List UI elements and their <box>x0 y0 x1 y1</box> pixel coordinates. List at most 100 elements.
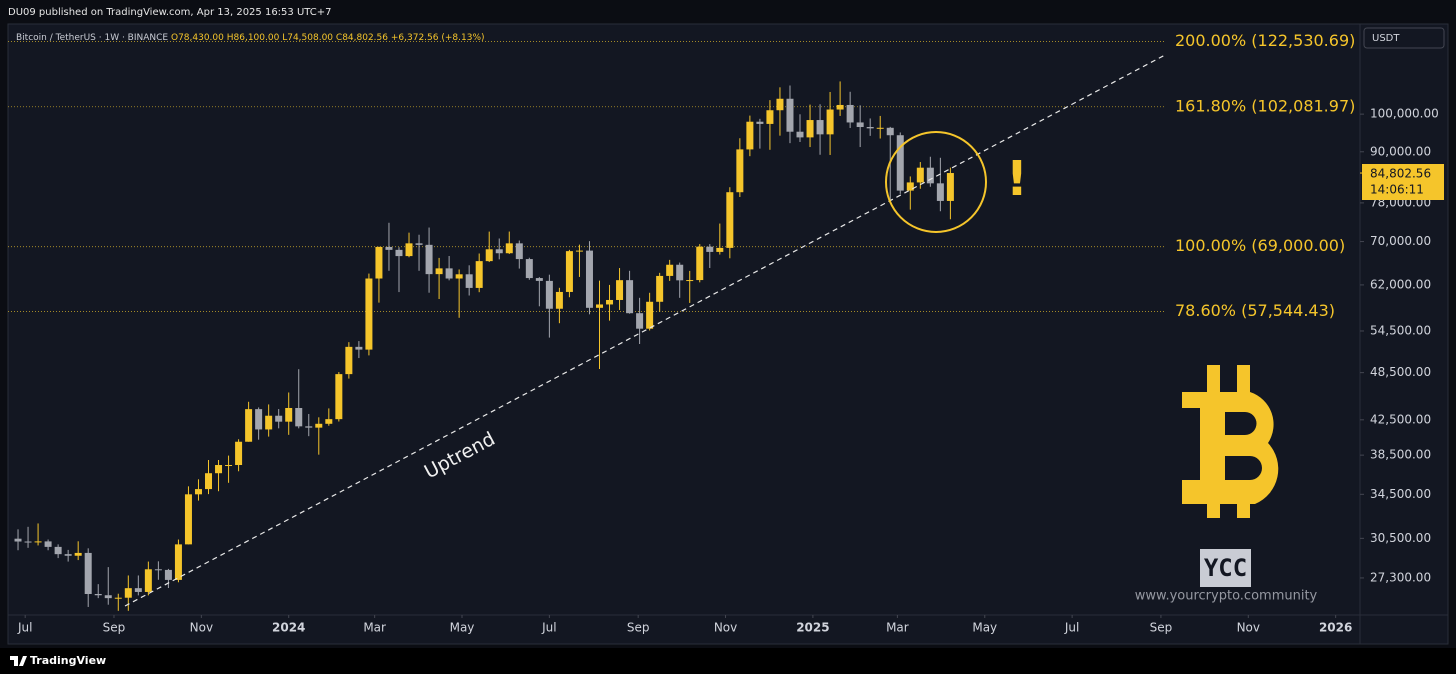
x-tick-label: Jul <box>17 621 32 635</box>
y-tick-label: 27,300.00 <box>1370 570 1431 584</box>
candle-body <box>575 250 583 252</box>
legend-close: C84,802.56 <box>336 33 388 43</box>
y-tick-label: 62,000.00 <box>1370 277 1431 291</box>
candle-body <box>616 280 624 300</box>
candle-body <box>596 304 603 308</box>
candle-body <box>455 274 463 279</box>
candle-body <box>345 346 353 375</box>
candle-body <box>385 246 393 250</box>
x-tick-label: Sep <box>1150 621 1173 635</box>
legend-high: H86,100.00 <box>227 33 280 43</box>
x-tick-label: May <box>450 621 475 635</box>
candle-body <box>946 173 954 201</box>
candle-body <box>706 246 714 252</box>
logo-body <box>1182 392 1279 504</box>
price-tag-label: 84,802.56 <box>1370 167 1431 181</box>
candle-body <box>285 407 293 422</box>
candle-body <box>425 244 433 275</box>
candle-body <box>305 426 313 428</box>
candle-body <box>84 552 92 595</box>
y-tick-label: 48,500.00 <box>1370 365 1431 379</box>
logo-prong <box>1237 365 1250 395</box>
candle-body <box>696 246 704 281</box>
fib-label: 78.60% (57,544.43) <box>1175 301 1335 320</box>
logo-prong <box>1207 500 1220 518</box>
candle-body <box>144 569 152 592</box>
candle-body <box>225 465 233 467</box>
candle-body <box>184 494 192 545</box>
candle-body <box>525 259 533 279</box>
candle-body <box>335 374 343 420</box>
candle-body <box>74 552 82 556</box>
candle-body <box>495 249 503 254</box>
candle-body <box>896 135 904 191</box>
ycc-logo-box <box>1200 549 1251 587</box>
candle-body <box>405 243 413 257</box>
candle-body <box>245 409 253 442</box>
legend-change: +6,372.56 (+8.13%) <box>391 33 485 43</box>
footer-logo <box>10 656 27 666</box>
y-tick-label: 34,500.00 <box>1370 487 1431 501</box>
candle-body <box>606 299 614 305</box>
candle-body <box>124 588 132 598</box>
candle-body <box>24 541 32 543</box>
candle-body <box>746 121 754 150</box>
x-tick-label: 2024 <box>272 621 305 635</box>
price-tag <box>1362 164 1444 200</box>
legend-low: L74,508.00 <box>282 33 333 43</box>
candle-body <box>265 415 273 430</box>
candle-body <box>515 243 523 260</box>
price-tag-countdown: 14:06:11 <box>1370 183 1424 197</box>
x-tick-label: Sep <box>103 621 126 635</box>
candle-body <box>926 167 934 184</box>
candle-body <box>14 538 22 542</box>
candle-body <box>315 423 323 428</box>
candle-body <box>104 595 112 599</box>
candle-body <box>395 249 403 257</box>
x-tick-label: Jul <box>541 621 556 635</box>
candle-body <box>255 409 263 430</box>
candle-body <box>375 246 383 279</box>
currency-label[interactable]: USDT <box>1372 33 1400 44</box>
alert-mark: ! <box>1006 151 1028 207</box>
logo-prong <box>1237 500 1250 518</box>
candle-body <box>34 541 42 543</box>
candle-body <box>856 122 864 128</box>
currency-button[interactable] <box>1363 27 1445 49</box>
legend: Bitcoin / TetherUS · 1W · BINANCE O78,43… <box>16 33 485 43</box>
candle-body <box>636 313 644 329</box>
candle-body <box>846 104 854 123</box>
candle-body <box>726 192 734 248</box>
fib-label: 100.00% (69,000.00) <box>1175 236 1345 255</box>
candle-body <box>44 541 52 547</box>
candle-body <box>545 280 553 309</box>
candle-body <box>916 167 924 183</box>
candle-body <box>756 121 764 124</box>
candle-body <box>465 274 473 288</box>
candle-body <box>365 278 373 350</box>
x-tick-label: 2025 <box>796 621 829 635</box>
candle-body <box>215 465 223 474</box>
candle-body <box>676 264 684 281</box>
candle-body <box>205 473 213 490</box>
candle-body <box>776 98 784 111</box>
candle-body <box>355 346 363 350</box>
candle-body <box>736 149 744 193</box>
candle-body <box>174 544 182 580</box>
y-tick-label: 70,000.00 <box>1370 234 1431 248</box>
candle-body <box>295 407 303 427</box>
trend-line <box>124 54 1166 607</box>
candle-body <box>235 441 243 466</box>
footer-bar <box>0 648 1456 674</box>
y-tick-label: 30,500.00 <box>1370 531 1431 545</box>
candle-body <box>485 249 493 262</box>
y-tick-label: 38,500.00 <box>1370 448 1431 462</box>
logo-prong <box>1207 365 1220 395</box>
candle-body <box>786 98 794 132</box>
candle-body <box>826 109 834 135</box>
x-tick-label: Mar <box>363 621 386 635</box>
legend-symbol: Bitcoin / TetherUS · 1W · BINANCE <box>16 33 168 43</box>
candle-body <box>666 264 674 276</box>
publisher-header: DU09 published on TradingView.com, Apr 1… <box>8 7 332 18</box>
